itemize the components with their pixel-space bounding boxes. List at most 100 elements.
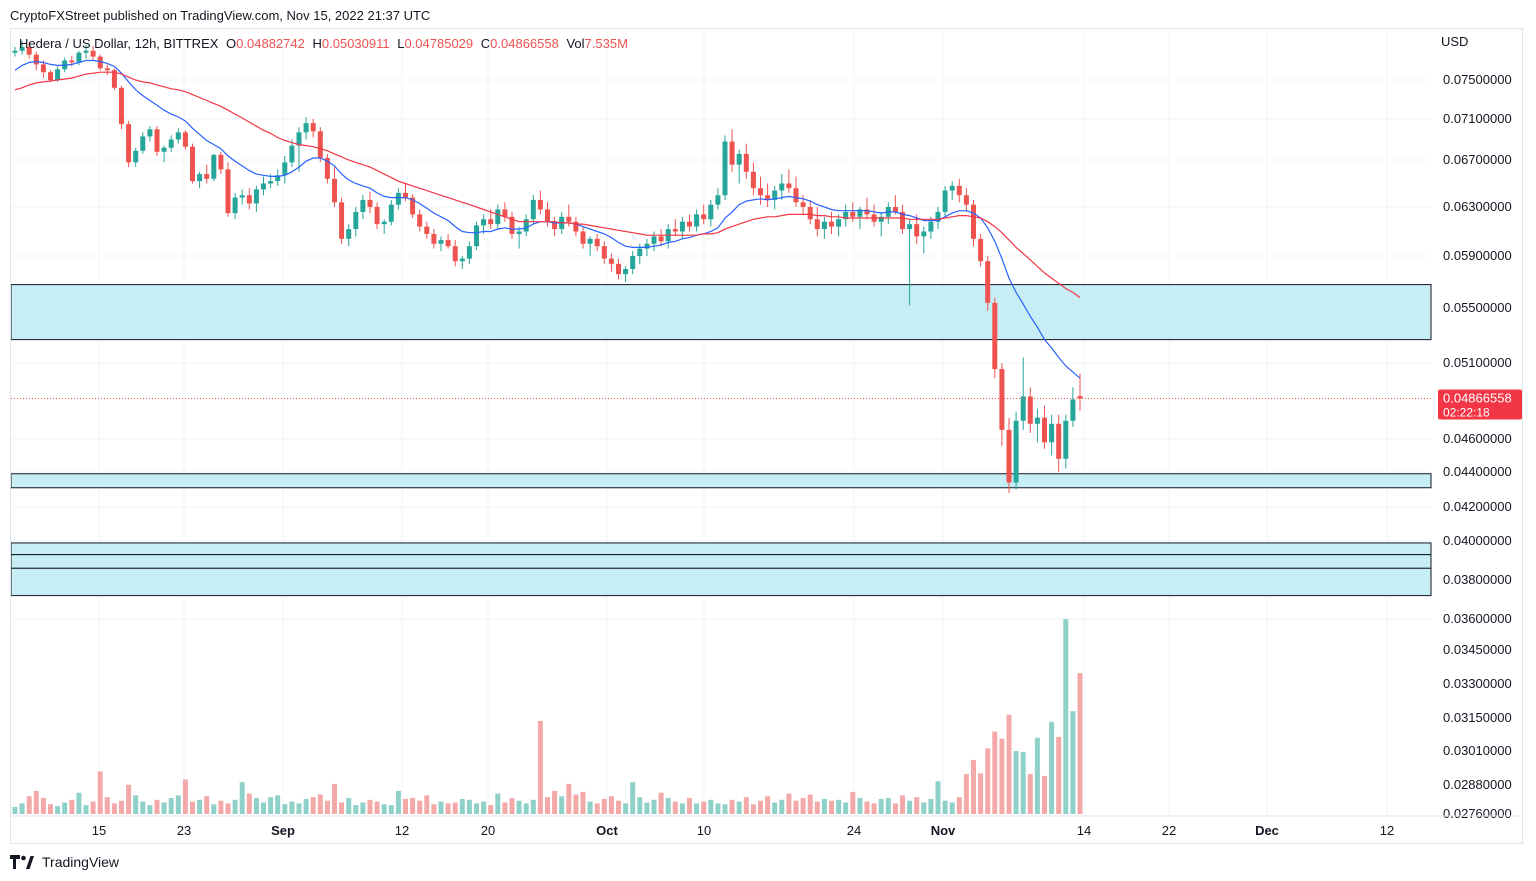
volume-bar [765, 796, 771, 814]
volume-bar [559, 796, 565, 814]
candle-body [1042, 417, 1047, 443]
candle-body [1056, 423, 1062, 459]
volume-bar [900, 795, 905, 814]
candle-body [985, 261, 991, 303]
volume-bar [353, 805, 359, 814]
volume-bar [885, 798, 891, 814]
volume-bar [282, 804, 288, 814]
volume-bar [296, 803, 302, 814]
candle-body [232, 197, 238, 214]
price-chart[interactable]: Hedera / US Dollar, 12h, BITTREX O0.0488… [11, 29, 1522, 843]
volume-bar [772, 802, 778, 814]
candle-body [900, 211, 905, 230]
volume-bar [303, 798, 309, 814]
legend-low: 0.04785029 [404, 36, 473, 51]
price-tick-label: 0.04600000 [1443, 431, 1512, 446]
volume-bar [140, 801, 146, 814]
volume-bar [346, 798, 352, 814]
legend-symbol[interactable]: Hedera / US Dollar, 12h, BITTREX [19, 36, 219, 51]
volume-bar [687, 798, 692, 814]
time-axis: 15 23 Sep 12 20 Oct 10 24 Nov 14 22 Dec 12 [11, 815, 1522, 838]
volume-bar [907, 800, 913, 814]
zones [11, 284, 1432, 597]
volume-bar [665, 798, 671, 814]
volume-bar [438, 801, 444, 814]
candle-body [793, 188, 799, 203]
candle-body [630, 256, 636, 269]
volume-bar [963, 774, 969, 814]
volume-bar [225, 803, 231, 814]
legend-close: 0.04866558 [490, 36, 559, 51]
candle-body [1034, 417, 1040, 424]
candle-body [992, 302, 998, 370]
candle-body [367, 199, 373, 207]
volume-bars [12, 619, 1083, 814]
candle-body [502, 209, 508, 217]
volume-bar [850, 791, 856, 814]
volume-bar [33, 790, 39, 814]
volume-bar [1070, 711, 1076, 814]
candle-body [821, 221, 827, 230]
candle-body [40, 64, 46, 73]
candle-body [175, 132, 181, 140]
volume-bar [253, 798, 259, 814]
volume-bar [836, 799, 842, 814]
candle-body [140, 136, 146, 151]
candle-body [474, 225, 479, 247]
candle-body [119, 87, 124, 125]
volume-bar [750, 804, 756, 814]
candle-body [907, 224, 913, 230]
candle-body [1063, 420, 1069, 459]
price-tick-label: 0.03150000 [1443, 710, 1512, 725]
legend-high: 0.05030911 [322, 36, 390, 51]
candle-body [161, 147, 167, 152]
candle-body [729, 141, 735, 165]
volume-bar [360, 802, 366, 814]
volume-bar [701, 801, 707, 814]
ema-slow-line [14, 71, 1081, 299]
footer-brand[interactable]: TradingView [42, 854, 120, 870]
publisher-header: CryptoFXStreet published on TradingView.… [10, 8, 431, 23]
volume-bar [999, 738, 1005, 814]
candle-body [310, 123, 316, 132]
volume-bar [1056, 736, 1062, 814]
volume-bar [537, 720, 543, 814]
candle-body [850, 211, 856, 217]
volume-bar [651, 799, 657, 814]
legend-c-label: C [481, 36, 490, 51]
volume-bar [339, 802, 345, 814]
time-tick-label: 12 [1380, 823, 1394, 838]
volume-bar [800, 798, 806, 814]
volume-bar [864, 801, 870, 814]
candle-body [779, 183, 785, 191]
candle-body [133, 150, 139, 163]
candle-body [715, 195, 721, 205]
candle-body [651, 236, 657, 244]
candle-body [431, 233, 437, 244]
time-tick-label: 23 [177, 823, 191, 838]
candle-body [509, 216, 515, 234]
moving-averages [14, 59, 1081, 379]
volume-bar [807, 794, 813, 814]
time-tick-label: Nov [931, 823, 956, 838]
candle-body [857, 209, 863, 217]
volume-bar [175, 795, 181, 814]
volume-bar [19, 803, 25, 814]
candle-body [296, 132, 302, 146]
candle-body [537, 199, 543, 210]
price-tick-label: 0.06300000 [1443, 199, 1512, 214]
candle-body [324, 157, 330, 179]
chart-frame: Hedera / US Dollar, 12h, BITTREX O0.0488… [10, 28, 1523, 844]
volume-bar [956, 797, 962, 814]
candle-body [452, 246, 458, 262]
candle-body [807, 207, 813, 220]
volume-bar [367, 799, 373, 814]
volume-bar [502, 802, 508, 814]
volume-bar [942, 800, 948, 814]
currency-label[interactable]: USD [1441, 34, 1468, 49]
volume-bar [608, 796, 614, 814]
volume-bar [55, 806, 61, 814]
time-tick-label: Oct [596, 823, 618, 838]
candles [12, 41, 1083, 493]
volume-bar [715, 803, 721, 814]
